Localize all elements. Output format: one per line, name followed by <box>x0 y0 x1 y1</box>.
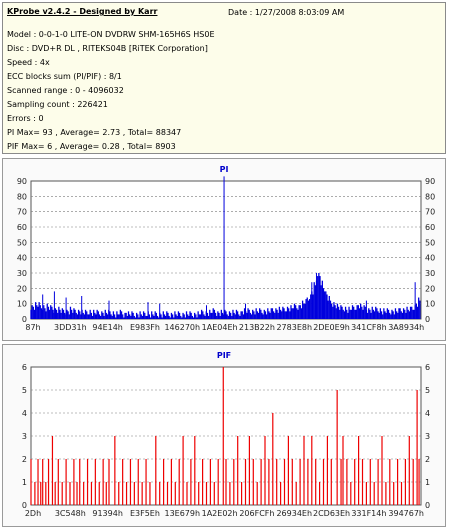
pi-y-tick-left: 50 <box>17 238 27 247</box>
pif-x-tick: 1A2E02h <box>202 509 238 518</box>
pi-x-tick: 2DE0E9h <box>313 323 350 332</box>
pi-y-tick-left: 10 <box>17 300 27 309</box>
info-speed: Speed : 4x <box>7 58 50 67</box>
pi-plot-area <box>30 180 422 320</box>
pif-y-tick-right: 4 <box>425 409 430 418</box>
pi-x-tick: 87h <box>25 323 40 332</box>
pif-x-tick: 394767h <box>388 509 424 518</box>
pi-chart-title: PI <box>219 165 229 174</box>
app-title: KProbe v2.4.2 - Designed by Karr <box>7 7 158 16</box>
pif-y-tick-right: 6 <box>425 363 430 372</box>
pi-y-tick-right: 0 <box>425 315 430 324</box>
pi-x-tick: E983Fh <box>130 323 160 332</box>
pi-y-tick-right: 40 <box>425 254 435 263</box>
pif-y-tick-right: 0 <box>425 501 430 510</box>
pi-y-tick-left: 30 <box>17 269 27 278</box>
pi-y-tick-right: 70 <box>425 208 435 217</box>
info-model: Model : 0-0-1-0 LITE-ON DVDRW SHM-165H6S… <box>7 30 215 39</box>
pif-y-tick-left: 6 <box>22 363 27 372</box>
info-panel: KProbe v2.4.2 - Designed by Karr Date : … <box>2 2 446 154</box>
pi-y-tick-right: 20 <box>425 284 435 293</box>
pi-x-tick: 213B22h <box>239 323 275 332</box>
pif-x-tick: E3F5Eh <box>130 509 160 518</box>
pif-y-tick-left: 1 <box>22 478 27 487</box>
pi-y-tick-left: 20 <box>17 284 27 293</box>
pif-y-tick-left: 5 <box>22 386 27 395</box>
scan-date: Date : 1/27/2008 8:03:09 AM <box>228 8 345 17</box>
pi-y-tick-left: 60 <box>17 223 27 232</box>
info-range: Scanned range : 0 - 4096032 <box>7 86 124 95</box>
pif-chart: 0 0 1 1 2 2 3 3 4 4 5 5 6 6 2Dh 3C548h 91394h E3F5Eh 13E67… <box>22 363 430 518</box>
pi-y-tick-left: 40 <box>17 254 27 263</box>
pif-y-tick-right: 2 <box>425 455 430 464</box>
pif-y-tick-left: 4 <box>22 409 27 418</box>
pi-y-tick-right: 50 <box>425 238 435 247</box>
pi-y-tick-left: 70 <box>17 208 27 217</box>
pif-chart-title: PIF <box>216 351 232 360</box>
pi-x-tick: 1AE04Eh <box>202 323 238 332</box>
info-ecc: ECC blocks sum (PI/PIF) : 8/1 <box>7 72 122 81</box>
pif-x-tick: 3C548h <box>55 509 86 518</box>
pif-x-tick: 2CD63Eh <box>313 509 350 518</box>
pif-x-tick: 206FCFh <box>239 509 274 518</box>
pif-x-tick: 331F14h <box>351 509 386 518</box>
pif-y-tick-right: 5 <box>425 386 430 395</box>
pif-y-tick-left: 3 <box>22 432 27 441</box>
info-disc: Disc : DVD+R DL , RITEKS04B [RiTEK Corpo… <box>7 44 208 53</box>
pif-y-tick-right: 1 <box>425 478 430 487</box>
pif-x-tick: 26934Eh <box>276 509 312 518</box>
pi-y-tick-right: 90 <box>425 177 435 186</box>
pi-x-tick: 94E14h <box>92 323 122 332</box>
pif-y-tick-left: 2 <box>22 455 27 464</box>
pi-x-tick: 2783E8h <box>276 323 312 332</box>
pi-y-tick-right: 10 <box>425 300 435 309</box>
info-pi-stats: PI Max= 93 , Average= 2.73 , Total= 8834… <box>7 128 182 137</box>
pi-y-tick-right: 60 <box>425 223 435 232</box>
info-sampling: Sampling count : 226421 <box>7 100 108 109</box>
pi-chart: 0 0 10 10 20 20 30 30 40 40 50 50 60 60 70 70 80 80 90 90 87… <box>17 176 435 332</box>
pif-chart-panel: PIF 0 0 1 1 2 2 3 3 4 4 5 5 6 6 2Dh 3C548h 91394h E3F5Eh 1… <box>2 344 446 527</box>
pi-y-tick-left: 80 <box>17 192 27 201</box>
pi-x-tick: 146270h <box>164 323 200 332</box>
info-errors: Errors : 0 <box>7 114 44 123</box>
pi-y-tick-right: 80 <box>425 192 435 201</box>
pif-x-tick: 2Dh <box>25 509 41 518</box>
info-pif-stats: PIF Max= 6 , Average= 0.28 , Total= 8903 <box>7 142 176 151</box>
pif-x-tick: 13E679h <box>164 509 200 518</box>
pif-x-tick: 91394h <box>92 509 123 518</box>
pi-y-tick-left: 90 <box>17 177 27 186</box>
pi-y-tick-left: 0 <box>22 315 27 324</box>
pi-x-tick: 341CF8h <box>351 323 387 332</box>
pif-y-tick-left: 0 <box>22 501 27 510</box>
pi-x-tick: 3A8934h <box>388 323 424 332</box>
pi-chart-panel: PI 0 0 10 10 20 20 30 30 40 40 50 50 60 60 70 70 80 80 90 9… <box>2 158 446 341</box>
pi-x-tick: 3DD31h <box>54 323 87 332</box>
pi-y-tick-right: 30 <box>425 269 435 278</box>
pif-y-tick-right: 3 <box>425 432 430 441</box>
